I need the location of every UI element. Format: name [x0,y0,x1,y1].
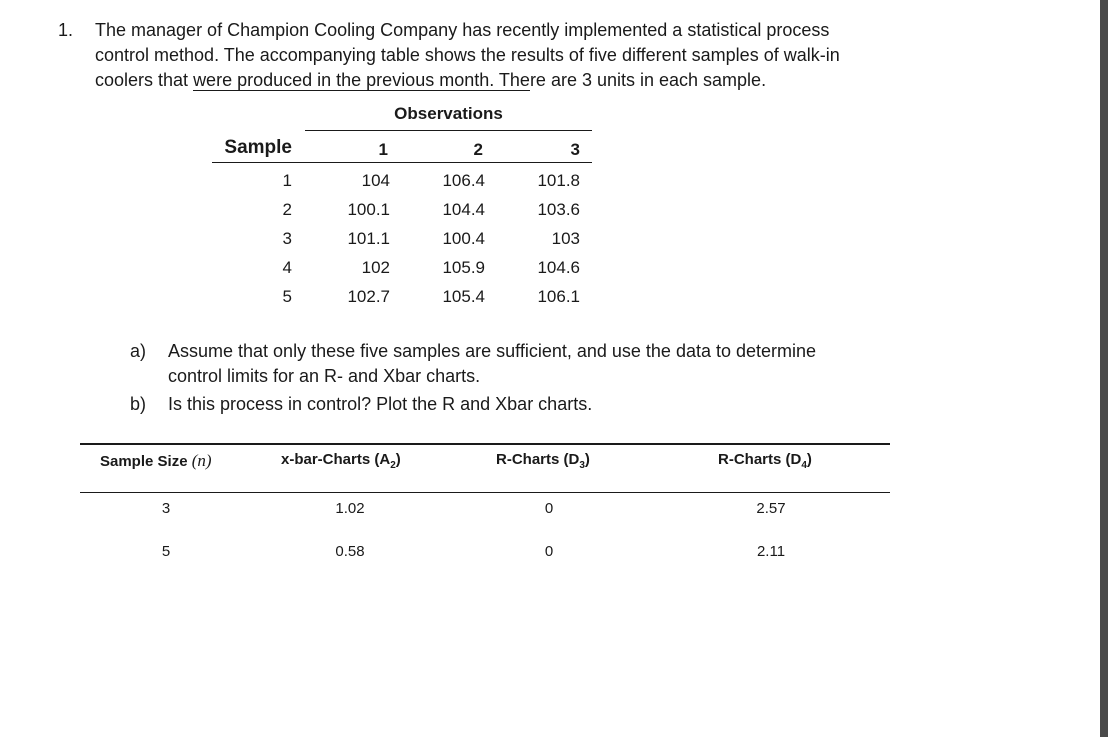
sample-size-value: 3 [161,500,171,517]
a2-value: 0.58 [335,543,365,560]
obs-value: 101.1 [347,229,390,248]
a2-header: x-bar-Charts (A2) [281,451,401,471]
factors-table-top-rule [80,443,890,445]
obs-value: 103 [551,229,580,248]
a2-header-label: x-bar-Charts (A [281,451,391,468]
obs-value: 102.7 [347,287,390,306]
question-line-3: coolers that were produced in the previo… [95,68,975,93]
obs-value: 101.8 [537,171,580,190]
sample-id: 3 [282,229,292,248]
d3-header: R-Charts (D3) [496,451,590,471]
obs-column-1-header: 1 [378,140,388,159]
sample-size-variable: (n) [191,451,212,470]
part-b-label: b) [130,394,147,414]
obs-value: 104.4 [442,200,485,219]
obs-column-2-header: 2 [473,140,483,159]
part-b-text: Is this process in control? Plot the R a… [168,394,593,414]
question-number: 1. [58,20,74,40]
obs-value: 103.6 [537,200,580,219]
window-right-border [1100,0,1108,737]
d3-header-close: ) [584,451,590,468]
obs-value: 105.9 [442,258,485,277]
sample-id: 4 [282,258,292,277]
header-underline [212,162,592,163]
d4-value: 2.11 [756,543,786,560]
sample-id: 5 [282,287,292,306]
a2-subscript: 2 [390,460,396,471]
factors-table-header-rule [80,492,890,493]
obs-value: 100.1 [347,200,390,219]
obs-value: 106.4 [442,171,485,190]
part-a-label: a) [130,341,147,361]
a2-value: 1.02 [335,500,365,517]
sample-size-label: Sample Size [100,453,188,470]
observations-header: Observations [394,104,503,123]
observations-underline [305,130,592,131]
d4-value: 2.57 [756,500,786,517]
obs-value: 104.6 [537,258,580,277]
d4-subscript: 4 [801,460,807,471]
d4-header-label: R-Charts (D [718,451,802,468]
part-a-text: Assume that only these five samples are … [168,339,948,389]
question-line-3-start: coolers that [95,70,194,90]
part-a-line-2: control limits for an R- and Xbar charts… [168,366,481,386]
question-text: The manager of Champion Cooling Company … [95,18,975,93]
question-line-1: The manager of Champion Cooling Company … [95,20,830,40]
sample-size-header: Sample Size (n) [100,451,212,471]
obs-value: 102 [361,258,390,277]
d3-header-label: R-Charts (D [496,451,580,468]
a2-header-close: ) [395,451,401,468]
obs-value: 105.4 [442,287,485,306]
sample-id: 1 [282,171,292,190]
sample-size-value: 5 [161,543,171,560]
question-line-3-end: re are 3 units in each sample. [529,70,767,90]
question-line-2: control method. The accompanying table s… [95,45,840,65]
d3-subscript: 3 [579,460,585,471]
d4-header-close: ) [806,451,812,468]
d3-value: 0 [544,500,554,517]
obs-value: 104 [361,171,390,190]
part-a-line-1: Assume that only these five samples are … [168,341,817,361]
underlined-phrase: were produced in the previous month. The [193,70,530,91]
d3-value: 0 [544,543,554,560]
obs-value: 100.4 [442,229,485,248]
sample-id: 2 [282,200,292,219]
sample-column-header: Sample [224,137,292,158]
obs-column-3-header: 3 [570,140,580,159]
obs-value: 106.1 [537,287,580,306]
d4-header: R-Charts (D4) [718,451,812,471]
